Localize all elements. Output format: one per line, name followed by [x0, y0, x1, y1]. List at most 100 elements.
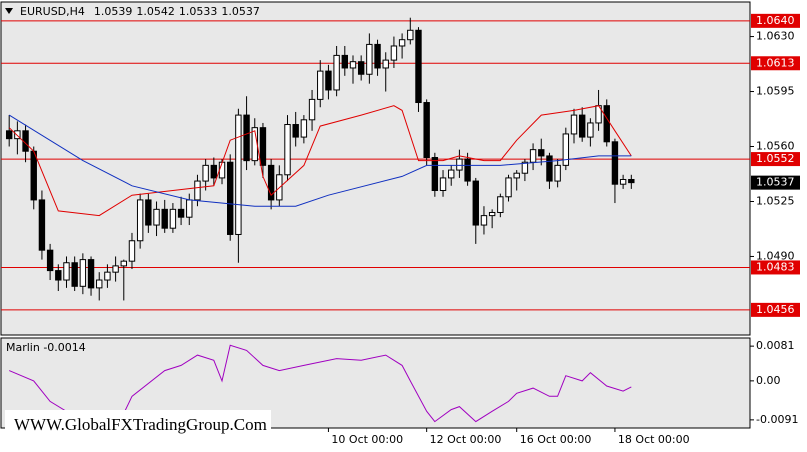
candle-body — [267, 164, 275, 201]
level-label-box — [751, 302, 800, 317]
candle-body — [300, 119, 308, 138]
candle-body — [14, 130, 21, 140]
candle-body — [357, 61, 365, 75]
level-label: 1.0552 — [756, 152, 795, 165]
candle-body — [513, 172, 520, 179]
candle-body — [63, 262, 70, 281]
candle-body — [366, 43, 373, 75]
candle-body — [546, 155, 553, 182]
candle-body — [382, 59, 389, 69]
candle-body — [538, 149, 545, 157]
indicator-title: Marlin -0.0014 — [6, 341, 86, 354]
x-tick-label: 12 Oct 00:00 — [430, 433, 502, 446]
candle-body — [177, 208, 185, 218]
candle-body — [456, 158, 463, 171]
candle-body — [570, 114, 578, 135]
candle-body — [603, 105, 610, 143]
x-tick-label: 18 Oct 00:00 — [618, 433, 690, 446]
candle-body — [128, 240, 136, 262]
moving-average — [8, 114, 632, 207]
candle-body — [317, 70, 324, 100]
candle-body — [30, 150, 37, 201]
candle-body — [497, 196, 504, 213]
candle-body — [5, 130, 13, 140]
candle-body — [71, 262, 78, 287]
y-tick-label: 1.0490 — [756, 249, 795, 262]
candle-body — [407, 29, 414, 41]
candle-body — [505, 177, 512, 198]
header-value: 1.0539 — [94, 5, 133, 18]
candle-body — [153, 208, 160, 226]
candle-body — [218, 161, 226, 179]
x-tick-label: 16 Oct 00:00 — [520, 433, 592, 446]
candle-body — [161, 208, 168, 229]
overlay-layer: 10 Oct 00:00 12 Oct 00:00 16 Oct 00:00 18 O… — [5, 5, 690, 446]
y-tick-label: 1.0630 — [756, 30, 795, 43]
candle-body — [448, 169, 455, 179]
candle-body — [46, 249, 54, 272]
candle-body — [341, 54, 349, 69]
price-label: 1.0537 — [756, 176, 795, 189]
candle-body — [96, 279, 103, 289]
candle-body — [480, 215, 488, 226]
candle-body — [145, 199, 152, 226]
candle-body — [488, 211, 496, 217]
candle-body — [628, 178, 635, 184]
candle-body — [308, 98, 316, 121]
candle-body — [529, 149, 537, 163]
main-layer: 1.0630 1.0595 1.0560 1.0525 1.0490 1.0640 1.06… — [1, 13, 800, 317]
candle-body — [194, 180, 201, 201]
chart-title: EURUSD,H4 — [20, 5, 85, 18]
candle-body — [120, 260, 127, 267]
candle-body — [439, 177, 447, 191]
candle-body — [202, 164, 209, 182]
watermark: WWW.GlobalFXTradingGroup.Com — [14, 415, 267, 434]
header-value: 1.0542 — [136, 5, 175, 18]
candle-body — [87, 259, 95, 289]
y-tick-label: -0.0091 — [756, 413, 798, 426]
level-label: 1.0640 — [756, 14, 795, 27]
watermark-box — [5, 410, 271, 440]
level-label: 1.0613 — [756, 56, 795, 69]
header-value: 1.0533 — [179, 5, 218, 18]
candle-body — [227, 161, 234, 235]
candle-body — [349, 61, 357, 69]
price-label-box — [751, 175, 800, 190]
candle-body — [243, 114, 250, 162]
candle-body — [398, 39, 406, 47]
candle-body — [619, 178, 627, 185]
y-tick-label: 0.0081 — [756, 339, 795, 352]
moving-average — [8, 105, 632, 217]
candle-body — [38, 199, 46, 251]
candle-body — [562, 133, 570, 166]
candle-body — [210, 164, 218, 179]
candle-body — [521, 161, 529, 174]
level-label: 1.0456 — [756, 303, 795, 316]
candle-body — [284, 124, 291, 176]
candle-body — [611, 141, 619, 185]
y-tick-label: 1.0525 — [756, 194, 795, 207]
level-label-box — [751, 56, 800, 71]
candle-body — [136, 199, 144, 242]
candle-body — [292, 124, 299, 138]
level-label-box — [751, 260, 800, 275]
candle-body — [587, 122, 594, 138]
candle-body — [104, 271, 111, 281]
candle-body — [578, 114, 586, 138]
candle-body — [415, 29, 422, 104]
candle-body — [79, 259, 87, 287]
menu-triangle — [5, 8, 13, 14]
level-label-box — [751, 152, 800, 167]
y-tick-label: 0.00 — [756, 374, 781, 387]
candle-body — [259, 127, 267, 166]
candle-body — [374, 43, 381, 69]
level-label-box — [751, 13, 800, 28]
x-tick-label: 10 Oct 00:00 — [331, 433, 403, 446]
level-label: 1.0483 — [756, 260, 795, 273]
indicator-layer: 0.0081 0.00 -0.0091 Marlin -0.0014 — [6, 339, 798, 426]
candle-body — [112, 265, 119, 273]
y-tick-label: 1.0595 — [756, 85, 795, 98]
candle-body — [333, 54, 340, 91]
candle-body — [235, 114, 242, 235]
